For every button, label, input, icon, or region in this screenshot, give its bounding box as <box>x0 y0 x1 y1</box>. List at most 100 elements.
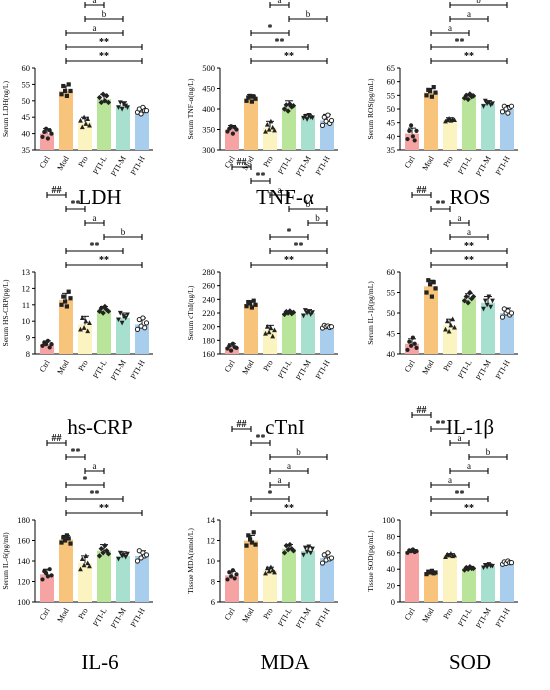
x-tick-label: PTI-L <box>91 606 109 628</box>
data-point <box>452 324 457 330</box>
data-point <box>302 308 308 313</box>
bar <box>225 129 239 150</box>
y-tick-label: 40 <box>387 564 396 574</box>
bar <box>282 106 296 150</box>
x-tick-label: PTI-L <box>276 358 294 380</box>
data-point <box>79 556 85 562</box>
y-tick-label: 200 <box>202 322 215 332</box>
y-tick-label: 11 <box>22 300 30 310</box>
data-point <box>461 298 468 304</box>
significance-label: a <box>278 475 282 485</box>
y-tick-label: 350 <box>202 125 215 135</box>
x-tick-label: Pro <box>441 607 454 621</box>
x-tick-label: Pro <box>441 359 454 373</box>
data-point <box>44 571 49 576</box>
bar <box>500 562 514 602</box>
data-point <box>407 128 412 133</box>
x-tick-label: PTI-L <box>276 154 294 176</box>
data-point <box>290 548 297 554</box>
bar <box>244 98 258 150</box>
y-tick-label: 50 <box>22 96 31 106</box>
x-tick-label: Ctrl <box>403 358 417 374</box>
significance-label: ** <box>284 255 294 266</box>
bar <box>301 117 315 150</box>
significance-label: b <box>476 0 481 5</box>
significance-label: a <box>448 475 452 485</box>
data-point <box>230 131 235 136</box>
data-point <box>105 308 112 315</box>
significance-label: a <box>278 0 282 5</box>
data-point <box>448 551 454 556</box>
significance-label: a <box>278 185 282 195</box>
data-point <box>45 136 51 141</box>
data-point <box>463 564 469 571</box>
data-point <box>325 550 331 556</box>
bar <box>443 119 457 150</box>
panel-title-tnf-alpha: TNF-α <box>256 185 314 209</box>
x-tick-label: Ctrl <box>38 154 52 170</box>
data-point <box>87 122 92 128</box>
data-point <box>290 309 297 316</box>
data-point <box>461 567 468 573</box>
data-point <box>407 339 412 344</box>
data-point <box>470 565 477 572</box>
data-point <box>251 530 256 535</box>
bar <box>424 572 438 602</box>
data-point <box>66 536 71 541</box>
y-axis-label: Tissue SOD(pg/mL) <box>366 530 375 592</box>
y-tick-label: 160 <box>17 536 30 546</box>
bar <box>97 99 111 150</box>
data-point <box>272 327 277 333</box>
data-point <box>463 92 469 99</box>
data-point <box>47 128 52 133</box>
x-tick-label: PTI-M <box>109 607 128 630</box>
data-point <box>83 318 89 324</box>
data-point <box>490 298 495 304</box>
x-tick-label: Pro <box>76 607 89 621</box>
data-point <box>467 289 473 296</box>
data-point <box>96 94 103 101</box>
bar <box>500 109 514 150</box>
bar <box>263 570 277 602</box>
x-tick-label: Ctrl <box>38 606 52 622</box>
bar <box>59 299 73 354</box>
data-point <box>310 115 315 121</box>
data-point <box>104 307 110 313</box>
data-point <box>328 555 335 561</box>
significance-label: b <box>121 227 126 237</box>
y-tick-label: 260 <box>202 281 215 291</box>
y-tick-label: 80 <box>387 531 396 541</box>
significance-label: a <box>467 227 471 237</box>
data-point <box>249 540 254 545</box>
data-point <box>499 109 506 115</box>
data-point <box>281 550 288 556</box>
data-point <box>244 98 249 103</box>
y-axis-label: Serum IL-6(pg/ml) <box>1 532 10 590</box>
data-point <box>424 93 429 98</box>
data-point <box>143 108 150 114</box>
data-point <box>123 315 129 321</box>
significance-label: ** <box>71 447 81 458</box>
data-point <box>63 88 68 94</box>
bar <box>282 548 296 602</box>
x-tick-label: Ctrl <box>223 358 237 374</box>
significance-label: b <box>306 199 311 209</box>
bar <box>301 550 315 602</box>
x-tick-label: Ctrl <box>38 358 52 374</box>
data-point <box>45 338 51 343</box>
data-point <box>98 546 104 552</box>
bar <box>244 540 258 602</box>
data-point <box>138 111 144 117</box>
y-tick-label: 450 <box>202 84 215 94</box>
bar <box>424 286 438 354</box>
significance-label: ** <box>455 37 465 48</box>
data-point <box>230 568 235 573</box>
data-point <box>505 110 511 116</box>
x-tick-label: PTI-L <box>91 154 109 176</box>
data-point <box>266 568 272 574</box>
y-tick-label: 220 <box>202 308 215 318</box>
significance-label: a <box>287 461 291 471</box>
data-point <box>301 552 306 558</box>
significance-label: ## <box>237 419 247 430</box>
data-point <box>83 553 89 558</box>
